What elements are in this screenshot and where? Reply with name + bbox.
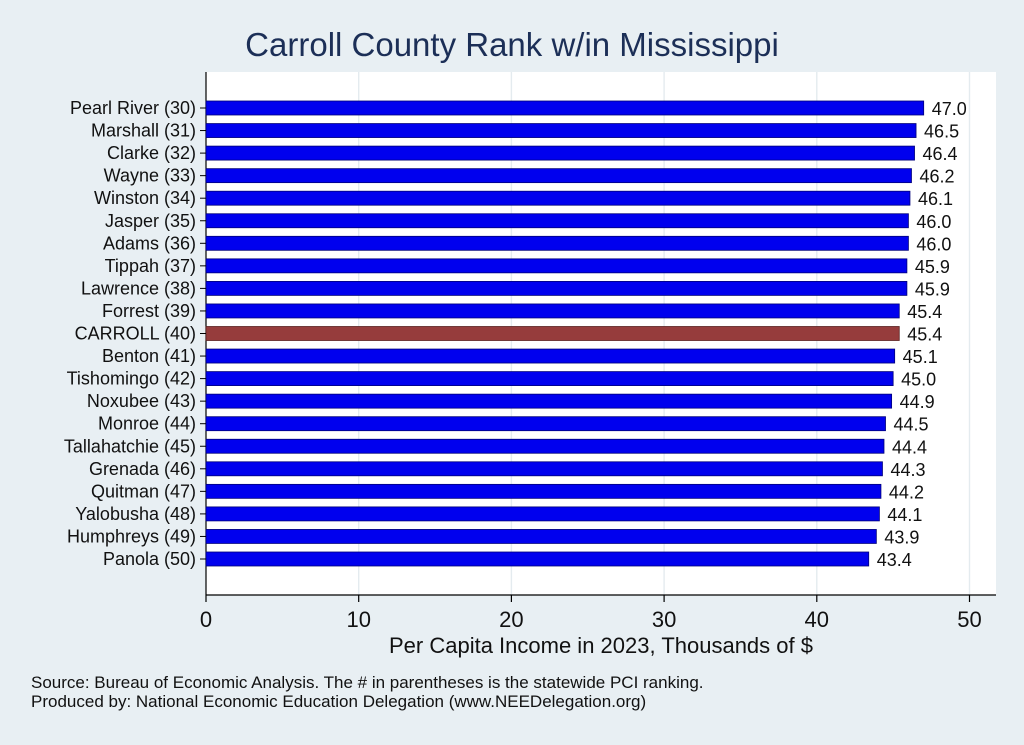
x-tick-label: 40 xyxy=(805,607,829,632)
bar xyxy=(205,551,870,567)
category-label: Pearl River (30) xyxy=(70,98,196,118)
data-label: 46.2 xyxy=(919,167,954,187)
category-label: Jasper (35) xyxy=(105,211,196,231)
category-label: CARROLL (40) xyxy=(75,324,196,344)
chart-title: Carroll County Rank w/in Mississippi xyxy=(245,26,779,63)
data-label: 43.9 xyxy=(884,527,919,547)
category-label: Wayne (33) xyxy=(104,166,196,186)
data-label: 45.9 xyxy=(915,279,950,299)
data-label: 45.4 xyxy=(907,325,942,345)
data-label: 44.1 xyxy=(887,505,922,525)
x-tick-label: 50 xyxy=(957,607,981,632)
data-label: 46.5 xyxy=(924,122,959,142)
bar xyxy=(205,371,894,387)
data-label: 46.0 xyxy=(916,234,951,254)
category-label: Humphreys (49) xyxy=(67,526,196,546)
bar xyxy=(205,461,883,477)
bar xyxy=(205,303,900,319)
data-label: 46.0 xyxy=(916,212,951,232)
category-label: Marshall (31) xyxy=(91,121,196,141)
bar xyxy=(205,326,900,341)
data-label: 45.1 xyxy=(903,347,938,367)
category-label: Benton (41) xyxy=(102,346,196,366)
category-label: Monroe (44) xyxy=(98,414,196,434)
category-label: Tishomingo (42) xyxy=(67,369,196,389)
bar xyxy=(205,123,917,138)
data-label: 44.9 xyxy=(900,392,935,412)
bar xyxy=(205,168,912,184)
bar xyxy=(205,100,925,116)
category-label: Clarke (32) xyxy=(107,143,196,163)
data-label: 44.3 xyxy=(890,460,925,480)
bar xyxy=(205,348,896,364)
data-label: 46.1 xyxy=(918,189,953,209)
category-label: Grenada (46) xyxy=(89,459,196,479)
data-label: 43.4 xyxy=(877,550,912,570)
x-tick-label: 0 xyxy=(200,607,212,632)
category-label: Tallahatchie (45) xyxy=(64,436,196,456)
bar xyxy=(205,483,882,499)
producer-note: Produced by: National Economic Education… xyxy=(31,692,647,711)
category-label: Yalobusha (48) xyxy=(75,504,196,524)
data-label: 45.4 xyxy=(907,302,942,322)
x-tick-label: 30 xyxy=(652,607,676,632)
bar xyxy=(205,213,909,229)
data-label: 44.2 xyxy=(889,482,924,502)
x-axis-label: Per Capita Income in 2023, Thousands of … xyxy=(389,633,813,658)
source-note: Source: Bureau of Economic Analysis. The… xyxy=(31,673,704,692)
data-label: 45.9 xyxy=(915,257,950,277)
category-label: Panola (50) xyxy=(103,549,196,569)
category-label: Noxubee (43) xyxy=(87,391,196,411)
bar xyxy=(205,145,915,161)
bar xyxy=(205,190,911,206)
bar xyxy=(205,438,885,454)
bar xyxy=(205,416,886,432)
bar xyxy=(205,235,909,251)
category-label: Forrest (39) xyxy=(102,301,196,321)
x-tick-label: 20 xyxy=(499,607,523,632)
bar xyxy=(205,280,908,296)
bar xyxy=(205,393,893,409)
bar xyxy=(205,258,908,274)
data-label: 47.0 xyxy=(932,99,967,119)
category-label: Lawrence (38) xyxy=(81,278,196,298)
data-label: 44.4 xyxy=(892,437,927,457)
category-label: Winston (34) xyxy=(94,188,196,208)
bar xyxy=(205,529,877,544)
category-label: Tippah (37) xyxy=(105,256,196,276)
bar xyxy=(205,506,880,522)
data-label: 45.0 xyxy=(901,370,936,390)
data-label: 44.5 xyxy=(894,415,929,435)
data-label: 46.4 xyxy=(923,144,958,164)
category-label: Quitman (47) xyxy=(91,481,196,501)
x-tick-label: 10 xyxy=(346,607,370,632)
category-label: Adams (36) xyxy=(103,233,196,253)
